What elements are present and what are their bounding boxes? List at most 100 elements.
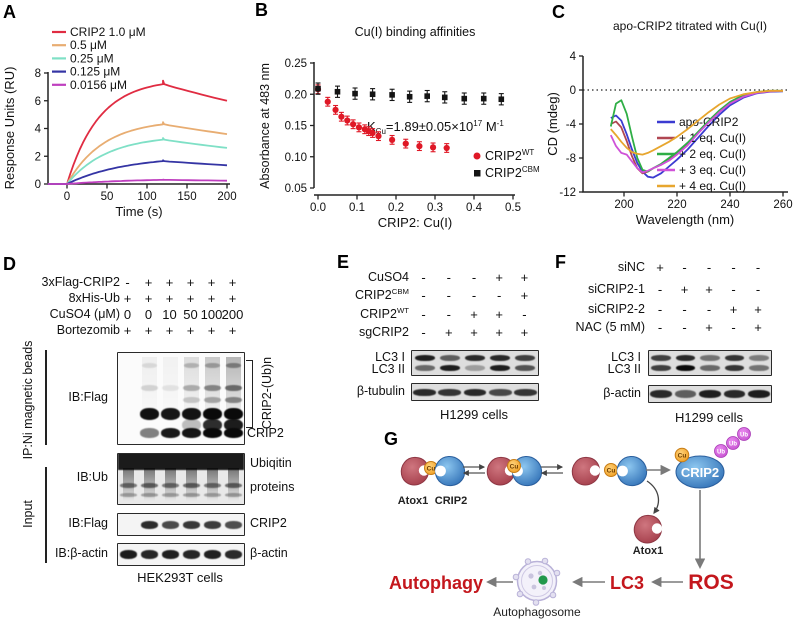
legend-label: + 3 eq. Cu(I) — [679, 163, 746, 177]
chart-title: Cu(I) binding affinities — [355, 25, 476, 39]
crip2-label: CRIP2 — [435, 495, 467, 507]
data-point — [352, 90, 358, 97]
x-tick-label: 200 — [614, 199, 633, 211]
svg-text:Cu: Cu — [427, 466, 436, 473]
released-atox1-label: Atox1 — [633, 545, 664, 557]
y-tick-label: 0 — [35, 179, 41, 191]
svg-text:Ub: Ub — [729, 441, 737, 447]
condition-label: Bortezomib — [0, 323, 120, 337]
condition-sign: + — [520, 288, 529, 303]
condition-label-text: CuSO4 — [368, 270, 409, 284]
blot-band — [700, 355, 720, 362]
condition-sign: + — [495, 307, 503, 322]
x-tick-label: 0.5 — [505, 202, 521, 214]
blot-band — [438, 388, 462, 396]
crip2-blob — [434, 455, 466, 487]
blot-band — [183, 384, 200, 391]
condition-label-text: Bortezomib — [56, 323, 120, 337]
blot-band — [675, 355, 696, 362]
lc3-label: LC3 — [610, 573, 644, 593]
y-axis-label: Absorbance at 483 nm — [258, 63, 272, 189]
blot-band — [224, 520, 243, 529]
data-point — [332, 106, 339, 113]
condition-sign: - — [421, 270, 426, 285]
condition-sign: - — [657, 282, 663, 297]
condition-sign: + — [656, 260, 664, 275]
data-point — [424, 93, 430, 99]
data-point — [441, 94, 448, 101]
blot-band — [204, 493, 221, 497]
blot-band — [748, 390, 770, 398]
blot-band — [120, 493, 137, 497]
condition-sign: - — [657, 302, 663, 317]
y-tick-label: 8 — [35, 68, 41, 80]
blot-band — [488, 388, 512, 396]
x-axis-label: Wavelength (nm) — [636, 212, 735, 227]
lc3-i-label: LC3 I — [375, 350, 405, 364]
condition-sign: - — [755, 282, 761, 297]
condition-sign: + — [186, 323, 195, 338]
panel-e-western: E CuSO4- - - + + CRIP2CBM - - - - + CRIP2WT - - + + - sgC… — [335, 250, 550, 440]
lc3-i-label: LC3 I — [611, 350, 641, 364]
legend-label: CRIP2 1.0 μM — [70, 25, 146, 39]
blot-band — [162, 384, 179, 391]
condition-label: 8xHis-Ub — [0, 291, 120, 305]
cu-ion: Cu — [604, 463, 618, 477]
atox1-blob — [571, 456, 601, 486]
blot-band — [181, 407, 202, 420]
blot-band — [141, 493, 158, 497]
condition-sign: + — [228, 323, 237, 338]
blot-band — [182, 550, 201, 559]
x-axis-label: Time (s) — [115, 204, 162, 219]
legend-label: 0.125 μM — [70, 65, 120, 79]
condition-sign: - — [471, 288, 477, 303]
panel-c-label: C — [552, 2, 565, 22]
condition-sign: + — [445, 325, 453, 340]
condition-sign: + — [228, 275, 237, 290]
autophagosome-icon — [512, 557, 561, 606]
ip-group-line — [45, 350, 47, 445]
y-tick-label: 4 — [570, 51, 577, 63]
input-flag-blot — [117, 513, 245, 536]
atox1-release-arrow — [646, 480, 660, 514]
blot-band — [162, 493, 179, 497]
condition-sign: + — [186, 275, 195, 290]
svg-text:Ub: Ub — [740, 432, 748, 438]
legend-label: 0.25 μM — [70, 51, 114, 65]
blot-band — [699, 390, 721, 398]
x-tick-label: 260 — [773, 199, 792, 211]
condition-sign: 10 — [162, 307, 177, 322]
released-atox1-blob — [633, 514, 663, 544]
y-tick-label: 0 — [570, 85, 576, 97]
condition-label-text: 8xHis-Ub — [68, 291, 120, 305]
blot-band — [749, 355, 769, 362]
blot-band — [749, 364, 769, 371]
panel-f-label: F — [555, 252, 566, 272]
blot-band — [224, 482, 243, 488]
condition-sign: 0 — [123, 307, 132, 322]
blot-band — [139, 407, 160, 420]
blot-band — [203, 520, 222, 529]
ib-ub-blot — [117, 453, 245, 505]
condition-sign: - — [731, 320, 736, 335]
condition-sign: + — [680, 282, 689, 297]
x-tick-label: 50 — [101, 191, 114, 203]
blot-smear — [142, 356, 157, 423]
condition-label-text: WT — [396, 305, 409, 315]
blot-band — [183, 397, 200, 404]
lc3-blot — [411, 350, 539, 376]
panel-e-label: E — [337, 252, 350, 272]
data-point — [389, 92, 395, 98]
data-point — [334, 88, 341, 95]
crip2-oval-label: CRIP2 — [681, 465, 719, 480]
panel-b-label: B — [255, 0, 268, 20]
condition-sign: + — [705, 320, 713, 335]
condition-sign: - — [446, 270, 451, 285]
ub-ball: Ub — [726, 436, 740, 450]
spr-sensorgram-chart: 0 2 4 6 8 0 50 100 150 200 Time (s) Response Units … — [2, 25, 237, 219]
condition-sign: - — [755, 260, 761, 275]
y-tick-label: 0.25 — [285, 58, 307, 70]
legend-marker — [473, 152, 481, 160]
condition-sign: + — [520, 325, 529, 340]
blot-band — [203, 550, 222, 559]
